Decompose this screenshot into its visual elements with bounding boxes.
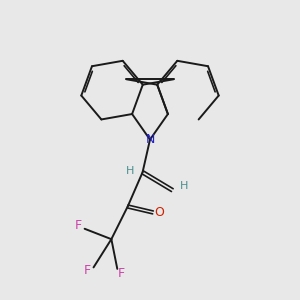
Text: F: F xyxy=(118,267,125,280)
Text: H: H xyxy=(179,181,188,191)
Text: F: F xyxy=(83,265,91,278)
Text: F: F xyxy=(74,219,82,232)
Text: O: O xyxy=(154,206,164,219)
Text: N: N xyxy=(145,133,155,146)
Text: H: H xyxy=(126,166,134,176)
